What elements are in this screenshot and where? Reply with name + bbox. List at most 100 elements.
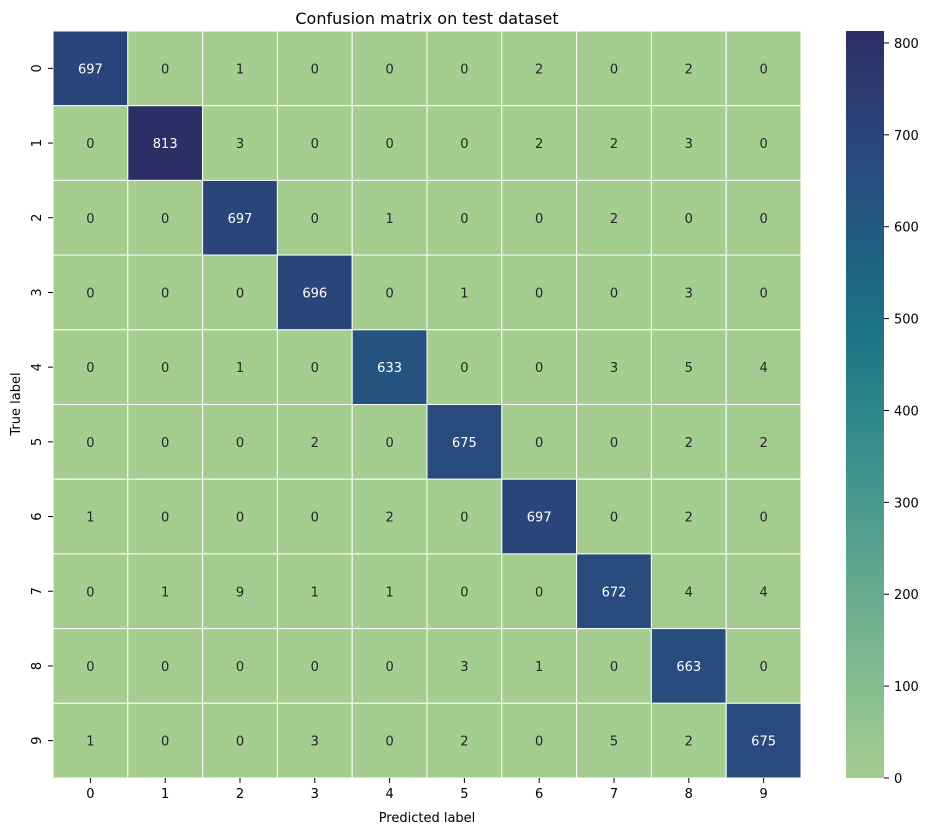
heatmap-cell xyxy=(127,30,204,107)
cell-value: 0 xyxy=(161,735,169,750)
cell-value: 0 xyxy=(535,212,543,227)
cell-value: 2 xyxy=(685,735,693,750)
cell-value: 0 xyxy=(311,212,319,227)
heatmap-cell xyxy=(276,628,353,704)
heatmap-cell xyxy=(202,179,278,256)
cell-value: 1 xyxy=(236,361,244,376)
heatmap-cell xyxy=(725,553,802,630)
cell-value: 0 xyxy=(86,660,94,675)
cell-value: 0 xyxy=(385,137,393,152)
cell-value: 0 xyxy=(610,436,618,451)
x-tick-label: 4 xyxy=(385,787,393,802)
cell-value: 2 xyxy=(311,436,319,451)
heatmap-cell xyxy=(52,30,129,107)
heatmap-cell xyxy=(650,628,727,704)
cell-value: 0 xyxy=(535,286,543,301)
heatmap-cell xyxy=(501,628,578,704)
x-axis-ticks: 0 1 2 3 4 5 6 7 8 9 xyxy=(86,778,768,802)
cell-value: 0 xyxy=(86,585,94,600)
heatmap-cell xyxy=(426,553,503,630)
cell-value: 0 xyxy=(535,585,543,600)
cell-value: 2 xyxy=(685,436,693,451)
cell-value: 3 xyxy=(311,735,319,750)
heatmap-cell xyxy=(576,628,652,704)
cell-value: 0 xyxy=(311,511,319,526)
cell-value: 0 xyxy=(86,212,94,227)
heatmap-cell xyxy=(426,404,503,480)
y-tick-label: 1 xyxy=(30,139,45,147)
cell-value: 0 xyxy=(86,436,94,451)
cell-value: 2 xyxy=(610,137,618,152)
cell-value: 1 xyxy=(460,286,468,301)
heatmap-cell xyxy=(725,179,802,256)
cell-value: 0 xyxy=(161,361,169,376)
heatmap-cell xyxy=(501,105,578,181)
y-tick-label: 4 xyxy=(30,363,45,371)
y-tick-label: 0 xyxy=(30,64,45,72)
heatmap-cells xyxy=(52,30,802,779)
cell-value: 0 xyxy=(610,660,618,675)
cell-value: 1 xyxy=(385,212,393,227)
heatmap-cell xyxy=(576,105,652,181)
cell-value: 2 xyxy=(460,735,468,750)
heatmap-cell xyxy=(202,628,278,704)
cell-value: 5 xyxy=(610,735,618,750)
heatmap-cell xyxy=(52,179,129,256)
x-tick-label: 1 xyxy=(161,787,169,802)
cell-value: 1 xyxy=(86,735,94,750)
cell-value: 0 xyxy=(311,137,319,152)
cell-value: 0 xyxy=(460,585,468,600)
cell-value: 697 xyxy=(78,62,103,77)
heatmap-cell xyxy=(276,30,353,107)
cell-value: 697 xyxy=(228,212,253,227)
heatmap-cell xyxy=(501,329,578,405)
cell-value: 3 xyxy=(610,361,618,376)
heatmap-cell xyxy=(351,179,428,256)
cell-value: 0 xyxy=(759,660,767,675)
heatmap-cell xyxy=(351,628,428,704)
colorbar-tick-label: 0 xyxy=(894,772,902,787)
cell-value: 0 xyxy=(460,212,468,227)
heatmap-cell xyxy=(202,30,278,107)
heatmap-cell xyxy=(276,478,353,555)
y-tick-label: 6 xyxy=(30,512,45,520)
heatmap-cell xyxy=(501,702,578,779)
cell-value: 0 xyxy=(236,286,244,301)
cell-value: 696 xyxy=(302,286,327,301)
cell-annotations: 697 0 1 0 0 0 2 0 2 0 0 813 3 0 0 0 2 2 3 0 0 0 697 0 1 0 0 2 0 0 0 0 0 6… xyxy=(78,62,776,749)
cell-value: 5 xyxy=(685,361,693,376)
cell-value: 697 xyxy=(527,511,552,526)
cell-value: 1 xyxy=(236,62,244,77)
heatmap-cell xyxy=(426,702,503,779)
heatmap-cell xyxy=(426,30,503,107)
cell-value: 0 xyxy=(385,735,393,750)
cell-value: 2 xyxy=(385,511,393,526)
heatmap-cell xyxy=(725,30,802,107)
heatmap-cell xyxy=(650,553,727,630)
x-tick-label: 0 xyxy=(86,787,94,802)
heatmap-cell xyxy=(351,404,428,480)
heatmap-cell xyxy=(725,329,802,405)
heatmap-cell xyxy=(127,553,204,630)
heatmap-cell xyxy=(127,179,204,256)
cell-value: 0 xyxy=(610,286,618,301)
y-tick-label: 7 xyxy=(30,587,45,595)
cell-value: 0 xyxy=(535,361,543,376)
heatmap-cell xyxy=(202,329,278,405)
colorbar-tick-label: 700 xyxy=(894,129,919,144)
heatmap-cell xyxy=(276,702,353,779)
cell-value: 0 xyxy=(236,735,244,750)
heatmap-cell xyxy=(52,404,129,480)
heatmap-cell xyxy=(725,105,802,181)
cell-value: 0 xyxy=(236,660,244,675)
cell-value: 0 xyxy=(759,212,767,227)
colorbar-tick-label: 100 xyxy=(894,680,919,695)
cell-value: 1 xyxy=(385,585,393,600)
cell-value: 3 xyxy=(685,286,693,301)
x-tick-label: 3 xyxy=(311,787,319,802)
cell-value: 1 xyxy=(161,585,169,600)
cell-value: 0 xyxy=(759,511,767,526)
cell-value: 0 xyxy=(759,137,767,152)
heatmap-cell xyxy=(426,105,503,181)
heatmap-cell xyxy=(576,329,652,405)
